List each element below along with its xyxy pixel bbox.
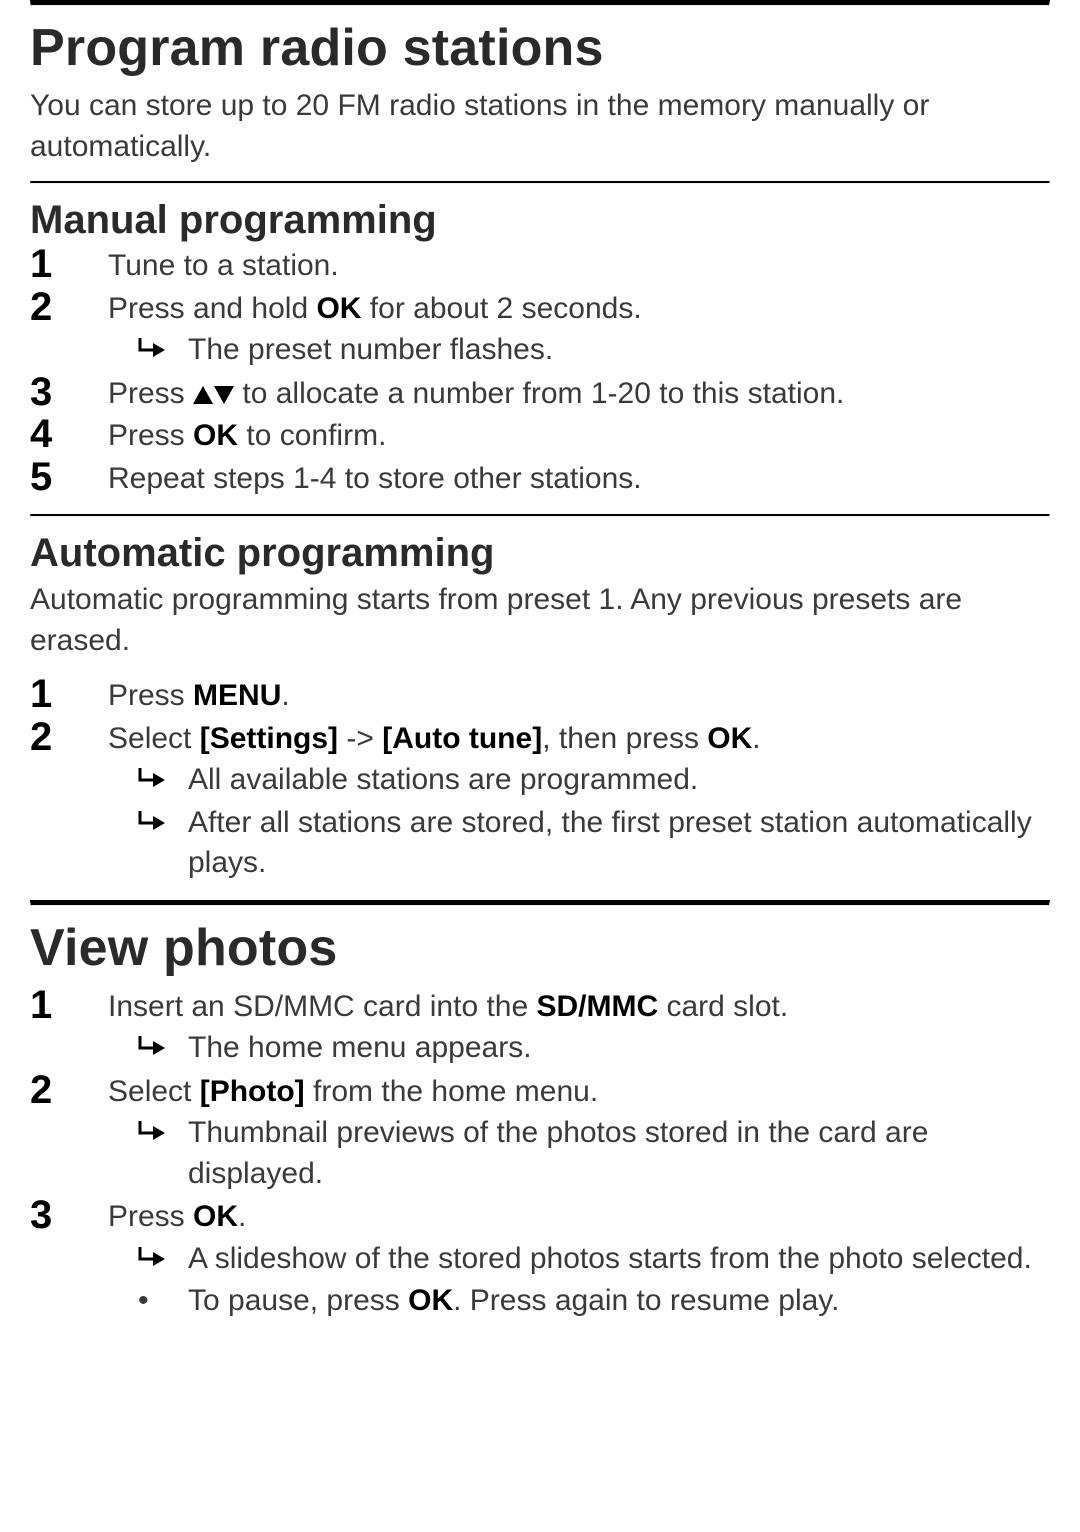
view-photos-steps: Insert an SD/MMC card into the SD/MMC ca… [30, 986, 1050, 1324]
result-arrow-icon [138, 760, 188, 788]
step-text: Press MENU. [108, 679, 290, 712]
section-intro: You can store up to 20 FM radio stations… [30, 86, 1050, 167]
bullet-icon: • [138, 1281, 188, 1322]
subsection-title-manual: Manual programming [30, 198, 1050, 243]
step-text: Press OK. [108, 1200, 246, 1233]
divider [30, 181, 1050, 184]
step-result: The home menu appears. [108, 1027, 1050, 1070]
photo-menu-label: [Photo] [200, 1075, 305, 1108]
ok-key-label: OK [193, 419, 238, 452]
section-title-program-radio: Program radio stations [30, 18, 1050, 78]
result-arrow-icon [138, 803, 188, 831]
step-text: Press OK to confirm. [108, 419, 386, 452]
step: Tune to a station. [30, 245, 1050, 288]
up-arrow-icon [193, 386, 213, 404]
settings-menu-label: [Settings] [200, 722, 338, 755]
section-title-view-photos: View photos [30, 918, 1050, 978]
step: Select [Settings] -> [Auto tune], then p… [30, 718, 1050, 886]
result-arrow-icon [138, 330, 188, 358]
step-result: The preset number flashes. [108, 329, 1050, 372]
ok-key-label: OK [316, 292, 361, 325]
result-arrow-icon [138, 1113, 188, 1141]
step-text: Tune to a station. [108, 249, 339, 282]
sd-mmc-label: SD/MMC [537, 990, 659, 1023]
ok-key-label: OK [707, 722, 752, 755]
step: Select [Photo] from the home menu. Thumb… [30, 1071, 1050, 1197]
down-arrow-icon [214, 386, 234, 404]
ok-key-label: OK [408, 1284, 453, 1317]
automatic-steps: Press MENU. Select [Settings] -> [Auto t… [30, 675, 1050, 886]
step-result: A slideshow of the stored photos starts … [108, 1238, 1050, 1281]
auto-tune-menu-label: [Auto tune] [382, 722, 542, 755]
divider [30, 0, 1050, 6]
manual-page: Program radio stations You can store up … [0, 0, 1080, 1368]
step: Press OK to confirm. [30, 415, 1050, 458]
subsection-intro: Automatic programming starts from preset… [30, 580, 1050, 661]
step-result: Thumbnail previews of the photos stored … [108, 1112, 1050, 1195]
step-note: • To pause, press OK. Press again to res… [108, 1280, 1050, 1323]
divider [30, 900, 1050, 906]
step-text: Select [Settings] -> [Auto tune], then p… [108, 722, 761, 755]
step-text: Select [Photo] from the home menu. [108, 1075, 598, 1108]
step-text: Insert an SD/MMC card into the SD/MMC ca… [108, 990, 788, 1023]
step: Insert an SD/MMC card into the SD/MMC ca… [30, 986, 1050, 1071]
step: Press MENU. [30, 675, 1050, 718]
step: Repeat steps 1-4 to store other stations… [30, 458, 1050, 501]
ok-key-label: OK [193, 1200, 238, 1233]
result-arrow-icon [138, 1239, 188, 1267]
result-arrow-icon [138, 1028, 188, 1056]
manual-steps: Tune to a station. Press and hold OK for… [30, 245, 1050, 500]
step-text: Press and hold OK for about 2 seconds. [108, 292, 642, 325]
step-result: After all stations are stored, the first… [108, 802, 1050, 885]
step: Press to allocate a number from 1-20 to … [30, 373, 1050, 416]
step: Press OK. A slideshow of the stored phot… [30, 1196, 1050, 1324]
step-text: Press to allocate a number from 1-20 to … [108, 377, 844, 410]
menu-key-label: MENU [193, 679, 281, 712]
divider [30, 514, 1050, 517]
step-result: All available stations are programmed. [108, 759, 1050, 802]
step-text: Repeat steps 1-4 to store other stations… [108, 462, 642, 495]
subsection-title-automatic: Automatic programming [30, 531, 1050, 576]
step: Press and hold OK for about 2 seconds. T… [30, 288, 1050, 373]
